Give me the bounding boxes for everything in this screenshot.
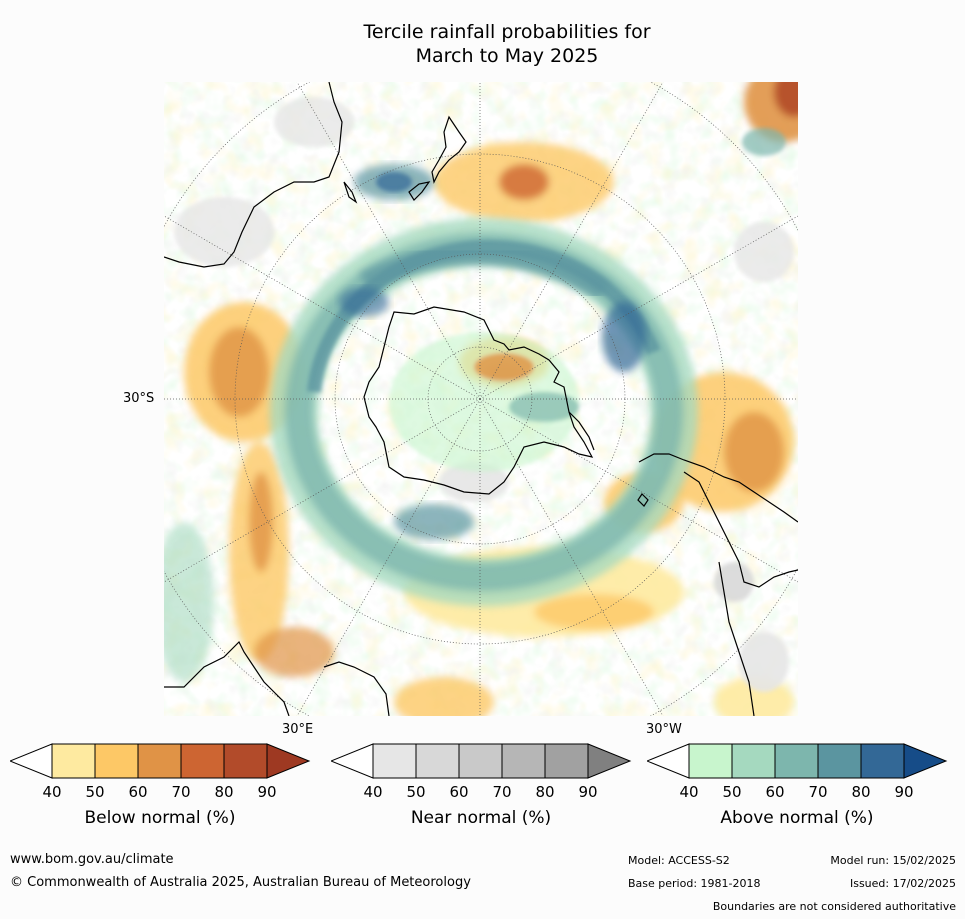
colorbar-below-max-arrow <box>266 743 311 779</box>
colorbar-above-max-arrow <box>903 743 948 779</box>
lon-label-30w: 30°W <box>646 722 682 737</box>
colorbar-near-bin-2 <box>415 743 460 779</box>
colorbar-above-bin-5 <box>860 743 905 779</box>
chart-title: Tercile rainfall probabilities for March… <box>0 20 965 68</box>
below-tick-60: 60 <box>128 783 148 801</box>
above-tick-80: 80 <box>851 783 871 801</box>
disclaimer-text: Boundaries are not considered authoritat… <box>712 900 956 913</box>
colorbar-near-bin-4 <box>501 743 546 779</box>
near-tick-40: 40 <box>363 783 383 801</box>
colorbar-above <box>647 743 948 779</box>
colorbar-near-max-arrow <box>587 743 632 779</box>
above-normal-ring <box>164 128 786 682</box>
above-tick-70: 70 <box>808 783 828 801</box>
lon-label-30e: 30°E <box>282 722 314 737</box>
colorbar-above-bin-1 <box>688 743 733 779</box>
colorbar-below-bin-1 <box>51 743 96 779</box>
below-tick-90: 90 <box>257 783 277 801</box>
colorbar-near-bin-1 <box>372 743 417 779</box>
colorbar-below-bin-5 <box>223 743 268 779</box>
near-tick-80: 80 <box>535 783 555 801</box>
copyright-text: © Commonwealth of Australia 2025, Austra… <box>10 875 471 890</box>
title-line-2: March to May 2025 <box>415 45 599 67</box>
above-tick-60: 60 <box>765 783 785 801</box>
colorbar-above-bin-4 <box>817 743 862 779</box>
below-tick-50: 50 <box>85 783 105 801</box>
near-normal-title: Near normal (%) <box>410 808 552 828</box>
base-period-text: Base period: 1981-2018 <box>628 877 761 890</box>
colorbar-above-bin-3 <box>774 743 819 779</box>
above-tick-50: 50 <box>722 783 742 801</box>
model-text: Model: ACCESS-S2 <box>628 854 730 867</box>
colorbar-below-bin-4 <box>180 743 225 779</box>
above-tick-90: 90 <box>894 783 914 801</box>
colorbar-below <box>10 743 311 779</box>
lat-label-30s: 30°S <box>123 391 155 406</box>
near-tick-70: 70 <box>492 783 512 801</box>
coastlines <box>164 82 798 716</box>
issued-text: Issued: 17/02/2025 <box>849 877 956 890</box>
graticule <box>164 82 798 716</box>
below-tick-40: 40 <box>42 783 62 801</box>
below-tick-80: 80 <box>214 783 234 801</box>
colorbar-near <box>331 743 632 779</box>
legend-below-normal <box>10 743 330 833</box>
above-tick-40: 40 <box>679 783 699 801</box>
near-tick-60: 60 <box>449 783 469 801</box>
legend-above-normal <box>647 743 965 833</box>
map-canvas <box>164 82 798 716</box>
colorbar-below-bin-2 <box>94 743 139 779</box>
antarctica-interior <box>389 332 579 472</box>
colorbar-below-min-arrow <box>10 743 53 779</box>
colorbar-above-min-arrow <box>647 743 690 779</box>
legend-near-normal <box>331 743 651 833</box>
probability-map <box>164 82 798 716</box>
near-normal-areas <box>174 97 794 692</box>
title-line-1: Tercile rainfall probabilities for <box>363 21 651 43</box>
colorbar-near-min-arrow <box>331 743 374 779</box>
below-tick-70: 70 <box>171 783 191 801</box>
model-run-text: Model run: 15/02/2025 <box>830 854 956 867</box>
bom-url-link[interactable]: www.bom.gov.au/climate <box>10 852 174 867</box>
colorbar-near-bin-5 <box>544 743 589 779</box>
colorbar-near-bin-3 <box>458 743 503 779</box>
near-tick-50: 50 <box>406 783 426 801</box>
near-tick-90: 90 <box>578 783 598 801</box>
above-normal-title: Above normal (%) <box>720 808 874 828</box>
colorbar-below-bin-3 <box>137 743 182 779</box>
below-normal-title: Below normal (%) <box>84 808 236 828</box>
colorbar-above-bin-2 <box>731 743 776 779</box>
